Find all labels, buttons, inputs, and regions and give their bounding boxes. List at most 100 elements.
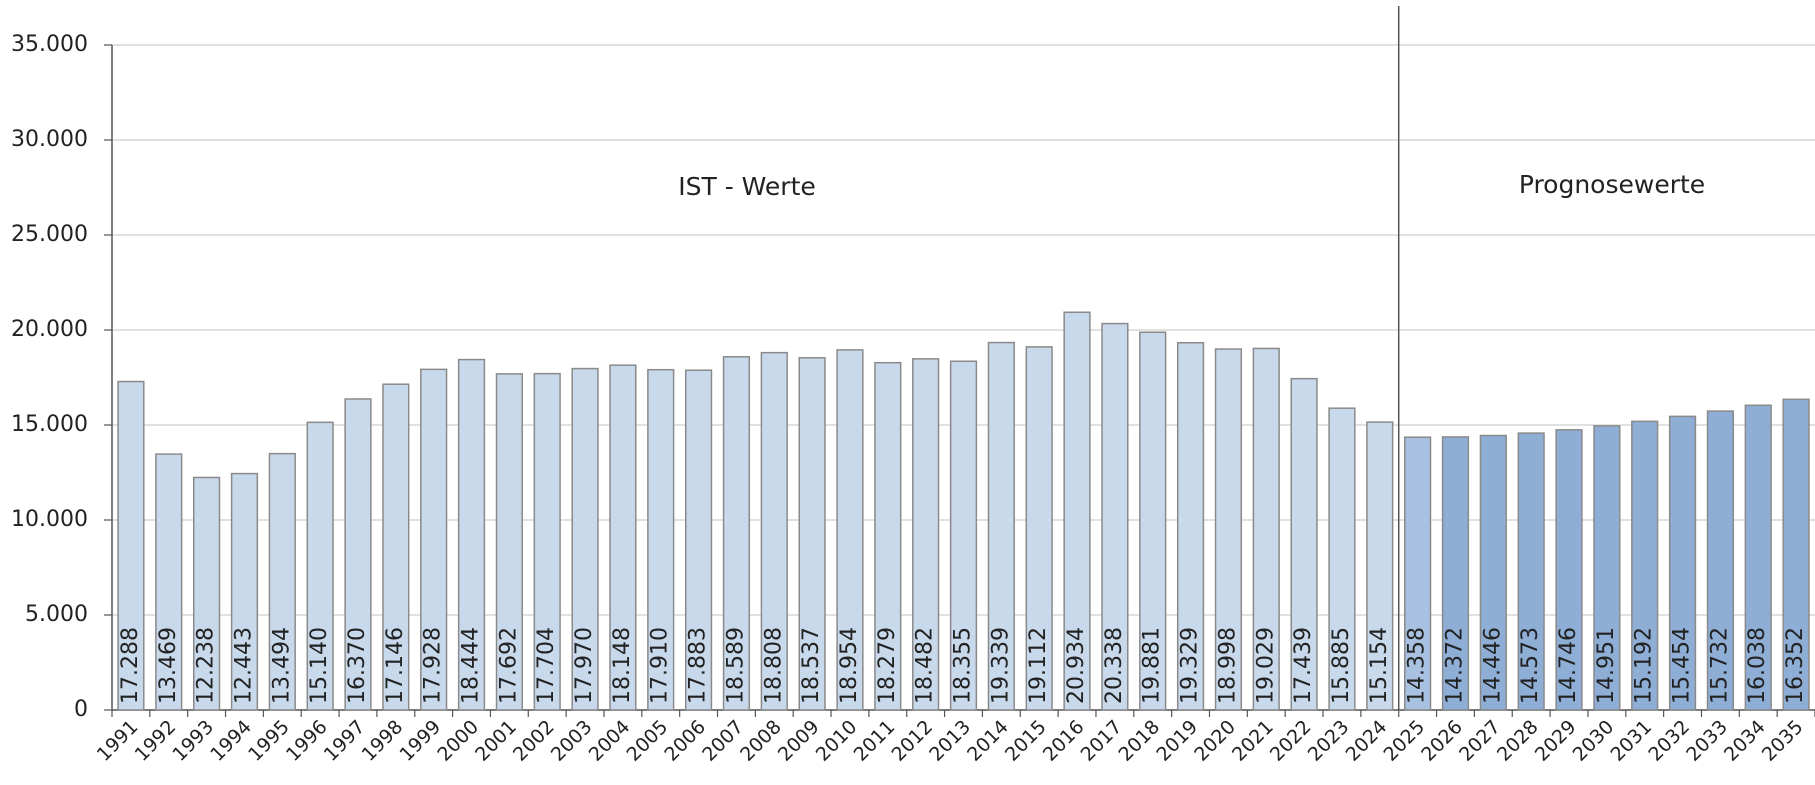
bar [836, 349, 864, 711]
x-tick-label: 2004 [585, 716, 635, 766]
value-label: 17.146 [383, 627, 408, 704]
bar [268, 452, 296, 711]
bar [798, 357, 826, 711]
value-label: 14.573 [1518, 627, 1543, 704]
bar [1555, 429, 1583, 711]
x-tick-label: 1996 [282, 716, 332, 766]
bar [1631, 420, 1659, 711]
y-tick-label: 35.000 [11, 32, 88, 57]
x-tick-label: 2027 [1455, 716, 1505, 766]
annotation: IST - Werte [678, 172, 816, 201]
x-tick-label: 2016 [1039, 716, 1089, 766]
value-label: 14.372 [1442, 627, 1467, 704]
x-tick-label: 1995 [244, 716, 294, 766]
x-tick-label: 2017 [1077, 716, 1127, 766]
bar [1063, 311, 1091, 711]
x-tick-label: 2014 [963, 716, 1013, 766]
bar [1593, 425, 1621, 711]
value-label: 19.339 [988, 627, 1013, 704]
bar [1441, 436, 1470, 711]
bar [1366, 421, 1394, 711]
x-tick-label: 2034 [1720, 716, 1770, 766]
bar [987, 341, 1015, 711]
value-label: 15.454 [1670, 627, 1695, 704]
value-label: 16.038 [1745, 627, 1770, 704]
bar [1782, 398, 1810, 711]
y-tick-label: 10.000 [11, 507, 88, 532]
x-tick-label: 2000 [433, 716, 483, 766]
y-tick-label: 20.000 [11, 317, 88, 342]
bar [722, 356, 751, 711]
y-tick-label: 25.000 [11, 222, 88, 247]
value-label: 17.970 [572, 627, 597, 704]
value-label: 15.192 [1632, 627, 1657, 704]
value-label: 18.589 [723, 627, 748, 704]
bar [949, 360, 978, 711]
x-tick-label: 2009 [774, 716, 824, 766]
value-label: 19.881 [1140, 627, 1165, 704]
bar [1404, 436, 1432, 711]
value-label: 15.885 [1329, 627, 1354, 704]
bar [1517, 432, 1545, 711]
x-tick-label: 1998 [358, 716, 408, 766]
x-tick-label: 2032 [1644, 716, 1694, 766]
value-label: 19.029 [1253, 627, 1278, 704]
value-label: 14.446 [1480, 627, 1505, 704]
value-label: 17.439 [1291, 627, 1316, 704]
bar [420, 368, 448, 711]
value-label: 17.704 [534, 627, 559, 704]
x-tick-label: 2007 [698, 716, 748, 766]
x-tick-label: 2022 [1266, 716, 1316, 766]
value-label: 18.148 [610, 627, 635, 704]
value-label: 18.482 [913, 627, 938, 704]
value-label: 17.288 [118, 627, 143, 704]
bar [1101, 322, 1129, 711]
x-tick-label: 2005 [623, 716, 673, 766]
x-tick-label: 2012 [887, 716, 937, 766]
bar [684, 369, 713, 711]
value-label: 16.352 [1783, 627, 1808, 704]
value-label: 18.355 [951, 627, 976, 704]
value-label: 16.370 [345, 627, 370, 704]
x-tick-label: 2013 [925, 716, 975, 766]
x-tick-label: 2029 [1531, 716, 1581, 766]
value-label: 15.140 [307, 627, 332, 704]
value-label: 18.954 [837, 627, 862, 704]
x-tick-label: 2025 [1379, 716, 1429, 766]
bar [1252, 347, 1280, 711]
value-label: 17.883 [686, 627, 711, 704]
x-tick-label: 1992 [131, 716, 181, 766]
value-label: 14.358 [1405, 627, 1430, 704]
bar [117, 380, 145, 711]
bar [344, 398, 372, 711]
value-label: 15.732 [1707, 627, 1732, 704]
x-tick-label: 2028 [1493, 716, 1543, 766]
bar [533, 372, 561, 711]
bar [1744, 404, 1772, 711]
bar [647, 368, 675, 711]
value-label: 14.746 [1556, 627, 1581, 704]
bar [912, 358, 940, 711]
x-tick-label: 2031 [1606, 716, 1656, 766]
value-label: 15.154 [1367, 627, 1392, 704]
y-tick-label: 0 [74, 697, 88, 722]
value-label: 18.808 [761, 627, 786, 704]
value-label: 17.692 [496, 627, 521, 704]
value-label: 13.494 [269, 627, 294, 704]
x-tick-label: 2019 [1152, 716, 1202, 766]
x-tick-label: 2018 [1115, 716, 1165, 766]
bar [1214, 348, 1243, 711]
x-tick-label: 2023 [1304, 716, 1354, 766]
annotation: Prognosewerte [1519, 170, 1705, 199]
y-tick-label: 15.000 [11, 412, 88, 437]
bar [495, 373, 523, 711]
bar [457, 358, 486, 711]
x-tick-label: 1994 [206, 716, 256, 766]
x-tick-label: 2020 [1190, 716, 1240, 766]
x-tick-label: 2035 [1758, 716, 1808, 766]
x-tick-label: 1997 [320, 716, 370, 766]
x-tick-label: 2008 [736, 716, 786, 766]
value-label: 19.112 [1026, 627, 1051, 704]
x-tick-label: 2024 [1342, 716, 1392, 766]
